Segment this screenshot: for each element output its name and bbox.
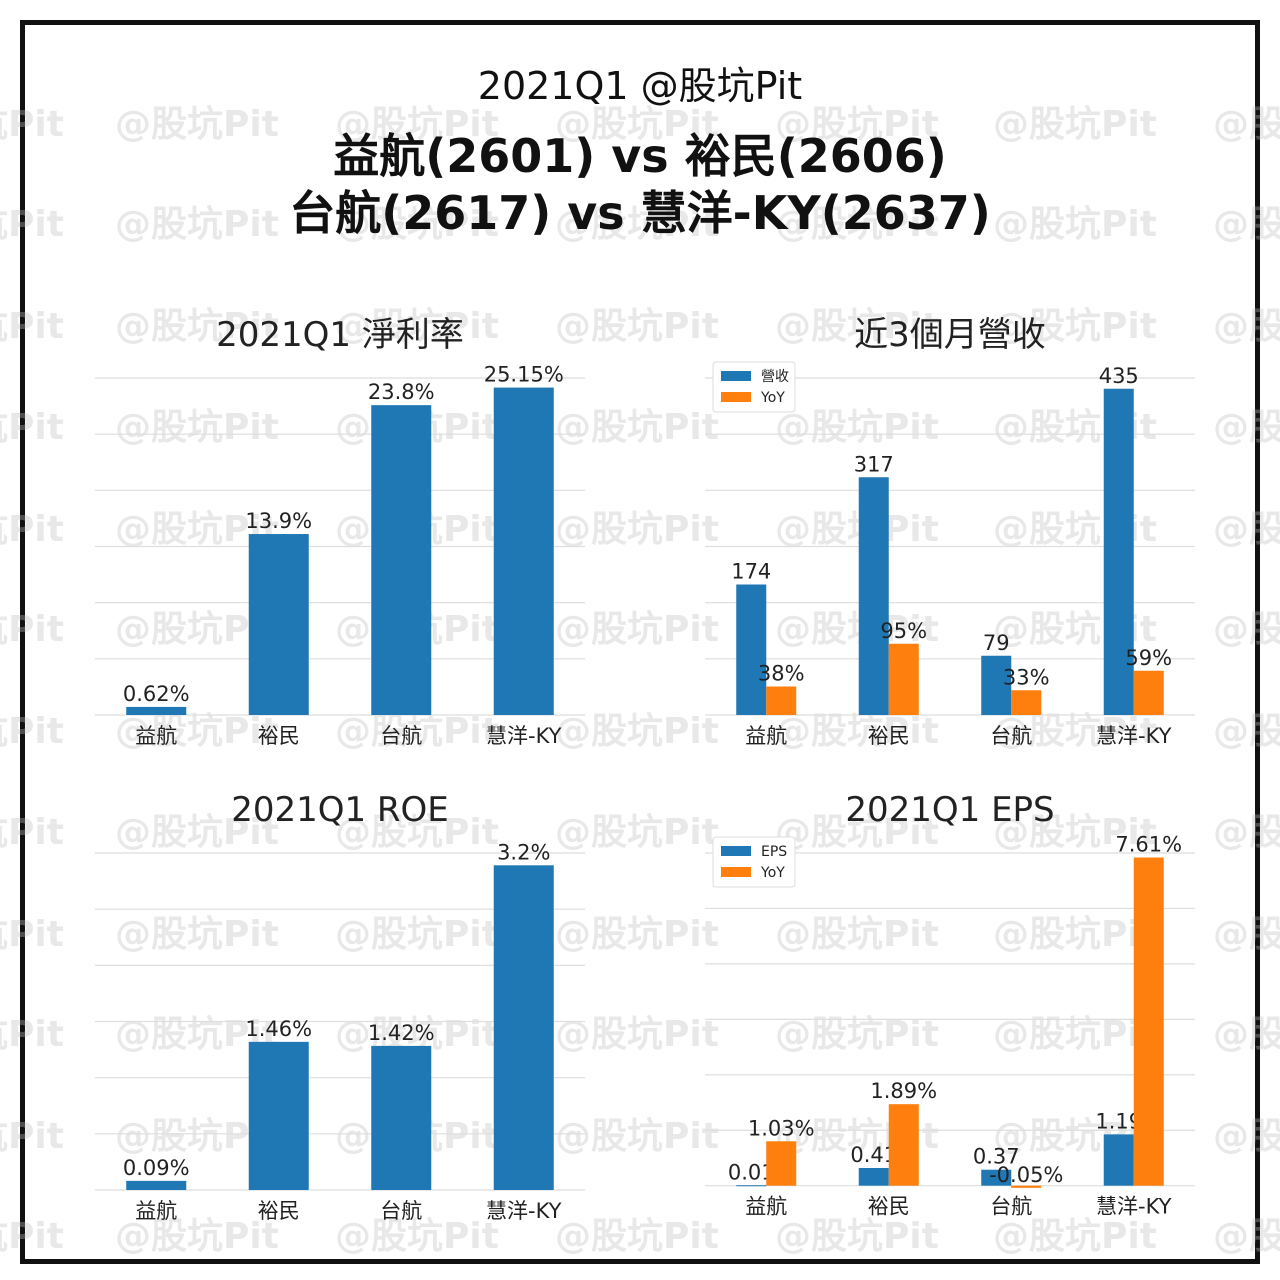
legend: EPS YoY [712,836,796,888]
bar [1103,388,1134,715]
bar-value-label: 95% [880,619,927,643]
x-tick-label: 慧洋-KY [486,1199,562,1223]
bar [858,1168,889,1186]
bar [1103,1134,1134,1186]
x-tick-label: 裕民 [868,1195,910,1219]
bar [766,686,797,715]
bar-value-label: 13.9% [245,509,312,533]
bar [981,655,1012,715]
legend-label: 營收 [761,369,789,385]
x-tick-label: 益航 [135,1199,177,1223]
bar [1011,1185,1042,1188]
bar [371,405,432,715]
bar-value-label: 25.15% [484,363,564,387]
bar-value-label: 79 [983,631,1010,655]
bar [736,584,767,715]
x-tick-label: 益航 [745,724,787,748]
bar-value-label: 33% [1003,665,1050,689]
bar-value-label: 7.61% [1115,833,1182,857]
x-tick-label: 台航 [380,1199,422,1223]
legend-label: EPS [761,844,787,860]
bar [248,1041,309,1190]
bar [1133,857,1164,1186]
header-compare-line-2: 台航(2617) vs 慧洋-KY(2637) [289,186,991,240]
bar-value-label: 59% [1125,646,1172,670]
bar-value-label: 38% [758,662,805,686]
chart-frame [20,20,1260,1264]
bar [126,706,187,715]
bar-value-label: 0.62% [123,682,190,706]
bar [981,1169,1012,1186]
chart-title: 2021Q1 ROE [231,790,449,830]
legend-label: YoY [760,865,785,881]
x-tick-label: 益航 [745,1195,787,1219]
bar [888,1104,919,1186]
chart-title: 2021Q1 淨利率 [216,315,464,355]
bar-value-label: 174 [731,560,771,584]
bar-value-label: 1.89% [870,1079,937,1103]
chart-title: 2021Q1 EPS [845,790,1054,830]
header-compare-line-1: 益航(2601) vs 裕民(2606) [333,129,947,183]
legend: 營收 YoY [712,361,796,413]
x-tick-label: 裕民 [868,724,910,748]
bar [736,1185,767,1187]
legend-swatch [721,846,751,856]
x-tick-label: 益航 [135,724,177,748]
bar [766,1141,797,1186]
bar-value-label: 1.03% [748,1116,815,1140]
bar-value-label: 0.37 [973,1145,1020,1169]
bar [1011,690,1042,715]
roe-chart: 2021Q1 ROE 益航 裕民 台航 慧洋-KY 0.09% 1.46% 1.42% 3.2% [95,790,585,1223]
bar [493,865,554,1190]
bar-value-label: 435 [1099,364,1139,388]
legend-swatch [721,392,751,402]
x-tick-label: 慧洋-KY [1096,1195,1172,1219]
x-tick-label: 台航 [990,724,1032,748]
bar [126,1180,187,1190]
bar-value-label: 1.42% [368,1021,435,1045]
x-tick-label: 裕民 [258,724,300,748]
bar [888,643,919,715]
header-date-handle: 2021Q1 @股坑Pit [477,64,803,108]
bar-value-label: 317 [854,452,894,476]
bar [858,477,889,715]
bar [248,534,309,715]
legend-swatch [721,867,751,877]
x-tick-label: 裕民 [258,1199,300,1223]
bar [371,1045,432,1190]
x-tick-label: 慧洋-KY [486,724,562,748]
bar-value-label: -0.05% [989,1163,1063,1187]
bar-value-label: 0.09% [123,1156,190,1180]
bar-value-label: 3.2% [497,840,550,864]
x-tick-label: 慧洋-KY [1096,724,1172,748]
bar-value-label: 1.46% [245,1017,312,1041]
x-tick-label: 台航 [990,1195,1032,1219]
legend-label: YoY [760,390,785,406]
legend-swatch [721,371,751,381]
bar [493,387,554,715]
chart-title: 近3個月營收 [854,315,1046,355]
bar-value-label: 23.8% [368,380,435,404]
x-tick-label: 台航 [380,724,422,748]
bar [1133,670,1164,715]
